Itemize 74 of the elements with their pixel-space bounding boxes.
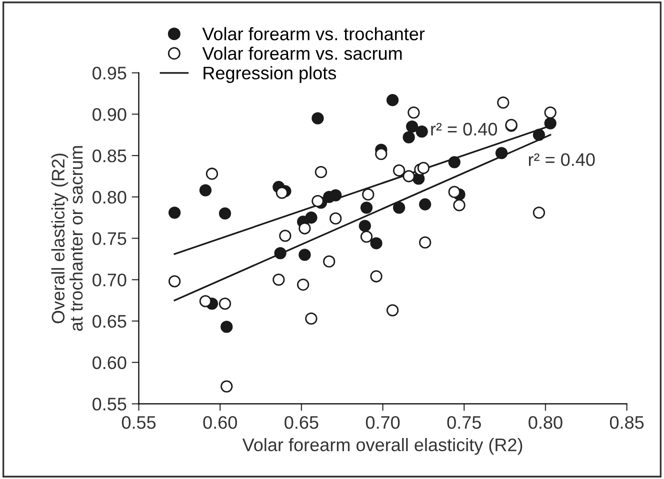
point xyxy=(544,106,556,119)
point xyxy=(218,207,232,220)
point xyxy=(199,295,212,308)
point xyxy=(358,220,371,232)
point xyxy=(362,188,374,201)
point xyxy=(406,120,418,133)
point xyxy=(453,199,466,212)
y-axis-title: Overall elasticity (R2) at trochanter or sacrum xyxy=(51,146,83,331)
y-tick-label: 0.60 xyxy=(92,356,126,370)
point xyxy=(274,247,286,260)
legend-label: Regression plots xyxy=(204,66,336,83)
x-axis-title: Volar forearm overall elasticity (R2) xyxy=(242,438,522,455)
point xyxy=(298,222,311,234)
point xyxy=(497,96,510,109)
x-tick-label: 0.85 xyxy=(610,416,644,429)
point xyxy=(312,112,324,124)
point xyxy=(297,278,310,291)
point xyxy=(448,156,460,168)
point xyxy=(330,212,342,225)
point xyxy=(370,270,382,282)
point xyxy=(168,275,181,288)
y-tick-label: 0.85 xyxy=(92,149,126,162)
point xyxy=(218,298,232,310)
x-tick-label: 0.65 xyxy=(284,416,318,429)
point xyxy=(220,320,233,333)
legend-label: Volar forearm vs. sacrum xyxy=(202,46,402,60)
point xyxy=(386,304,399,316)
point xyxy=(419,198,432,210)
point xyxy=(220,380,233,392)
y-tick-label: 0.95 xyxy=(92,66,126,80)
point xyxy=(416,125,428,138)
point xyxy=(392,164,406,177)
point xyxy=(323,255,336,268)
point xyxy=(298,248,311,261)
point xyxy=(419,236,432,249)
point xyxy=(272,274,285,286)
point xyxy=(448,186,460,198)
y-tick-label: 0.75 xyxy=(92,232,126,246)
point xyxy=(544,117,556,130)
legend-label: Volar forearm vs. trochanter xyxy=(202,27,425,40)
point xyxy=(402,131,415,144)
y-tick-label: 0.80 xyxy=(92,190,126,204)
point xyxy=(495,147,508,160)
point xyxy=(417,162,430,174)
point xyxy=(408,106,420,119)
point xyxy=(312,194,324,208)
point xyxy=(370,237,382,250)
x-tick-label: 0.75 xyxy=(447,416,481,429)
y-tick-label: 0.90 xyxy=(92,108,126,121)
y-tick-label: 0.55 xyxy=(92,398,126,411)
annotation: r² = 0.40 xyxy=(528,153,595,166)
point xyxy=(375,148,388,160)
point xyxy=(330,189,342,202)
point xyxy=(199,184,212,196)
y-tick-label: 0.65 xyxy=(92,314,126,328)
x-tick-label: 0.55 xyxy=(122,416,156,429)
x-tick-label: 0.80 xyxy=(528,416,562,429)
point xyxy=(532,128,546,141)
point xyxy=(314,166,328,178)
point xyxy=(402,170,415,182)
point xyxy=(360,230,373,243)
point xyxy=(360,202,373,214)
point xyxy=(386,94,399,106)
x-tick-label: 0.70 xyxy=(366,416,400,429)
point xyxy=(279,230,292,242)
point xyxy=(206,168,218,180)
point xyxy=(532,206,546,219)
point xyxy=(392,202,406,214)
x-tick-label: 0.60 xyxy=(203,416,237,429)
point xyxy=(168,206,181,219)
point xyxy=(276,186,288,199)
y-tick-label: 0.70 xyxy=(92,274,126,286)
point xyxy=(305,312,318,325)
annotation: r² = 0.40 xyxy=(431,122,498,136)
